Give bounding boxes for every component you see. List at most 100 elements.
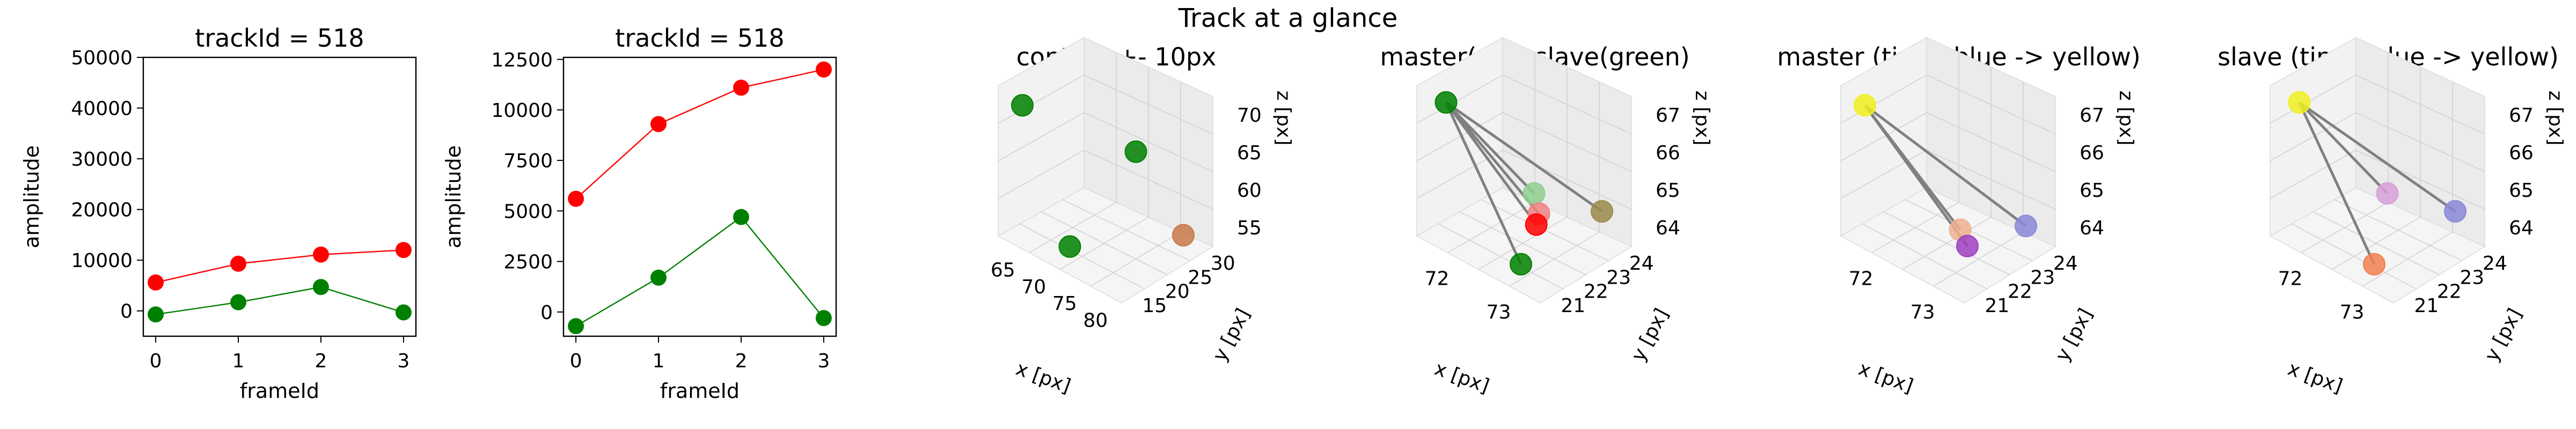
line-chart-2: trackId = 518 frameId amplitude 0 1 2 3 0 2500 50… — [442, 24, 837, 403]
x-tick-label: 70 — [1021, 276, 1046, 298]
track-line — [1445, 101, 1603, 213]
z-tick-label: 67 — [1656, 105, 1680, 127]
x-tick-label: 65 — [991, 260, 1015, 282]
y-tick-label: 24 — [1629, 253, 1654, 275]
grid-line — [1091, 231, 1181, 287]
grid-line — [1416, 112, 1503, 161]
x-tick-label: 1 — [653, 350, 665, 372]
x-axis-label: x [px] — [2285, 358, 2346, 397]
y-tick-label: 22 — [2008, 281, 2032, 303]
data-point — [650, 116, 667, 132]
grid-line — [998, 75, 1085, 124]
data-point — [2376, 182, 2399, 205]
grid-line — [1502, 112, 1632, 172]
y-tick-label: 20000 — [71, 199, 133, 221]
data-point — [312, 279, 329, 295]
series-line-1 — [155, 249, 404, 283]
data-point — [650, 269, 667, 286]
y-tick-label: 0 — [540, 302, 553, 324]
y-tick-label: 23 — [1606, 267, 1631, 289]
line-chart-1: trackId = 518 frameId amplitude 0 1 2 3 0 10000 2… — [20, 24, 417, 403]
chart-title: trackId = 518 — [195, 24, 364, 53]
data-point — [395, 242, 412, 258]
data-point — [2288, 91, 2311, 114]
data-point — [1854, 94, 1876, 117]
grid-line — [2270, 112, 2357, 161]
y-axis-label: amplitude — [20, 145, 43, 248]
z-tick-label: 70 — [1237, 105, 1262, 127]
y-tick-label: 5000 — [503, 201, 553, 223]
floor-pane — [1840, 187, 2057, 304]
y-tick-label: 21 — [1985, 295, 2009, 317]
data-point — [1525, 213, 1548, 236]
grid-line — [1840, 75, 1927, 124]
floor-pane — [997, 187, 1214, 304]
series-line-2 — [155, 286, 404, 315]
z-tick-label: 65 — [1656, 180, 1680, 202]
plot-area — [142, 56, 417, 337]
x-tick-label: 3 — [397, 350, 409, 372]
data-point — [1523, 182, 1546, 205]
data-point — [1172, 224, 1195, 247]
data-point — [815, 61, 832, 78]
x-tick-label: 72 — [1425, 268, 1450, 290]
data-point — [2015, 214, 2037, 238]
grid-line — [998, 112, 1085, 161]
y-tick-label: 22 — [1584, 281, 1608, 303]
x-tick-label: 72 — [2278, 268, 2303, 290]
grid-line — [2355, 75, 2485, 135]
grid-line — [2270, 75, 2357, 124]
data-point — [815, 310, 832, 327]
grid-line — [1926, 112, 2056, 172]
x-tick-label: 2 — [735, 350, 748, 372]
x-axis-label: frameId — [660, 379, 740, 403]
y-tick-label: 7500 — [503, 150, 553, 172]
x-tick-label: 73 — [1487, 301, 1511, 323]
x-tick-label: 72 — [1849, 268, 1874, 290]
data-point — [1591, 200, 1613, 223]
grid-line — [2334, 199, 2462, 261]
track-line — [1445, 101, 1535, 195]
data-point — [312, 246, 329, 263]
y-tick-label: 20 — [1165, 281, 1190, 303]
x-axis-label: frameId — [240, 379, 319, 403]
z-tick-label: 65 — [2509, 180, 2534, 202]
scatter3d-slave: slave (time: blue -> yellow)x [px]y [px]… — [2218, 36, 2566, 397]
z-tick-label: 65 — [2080, 180, 2104, 202]
data-point — [148, 306, 164, 323]
data-point — [2362, 253, 2385, 276]
grid-line — [2270, 150, 2357, 199]
data-point — [1509, 253, 1532, 276]
figure-title: Track at a glance — [1178, 3, 1398, 33]
grid-line — [1840, 112, 1927, 161]
scatter3d-master: master (time: blue -> yellow)x [px]y [px… — [1777, 36, 2141, 397]
chart-title: trackId = 518 — [615, 24, 784, 53]
y-tick-label: 23 — [2030, 267, 2055, 289]
floor-pane — [1416, 187, 1633, 304]
grid-line — [1502, 75, 1632, 135]
z-tick-label: 64 — [1656, 217, 1680, 239]
y-tick-label: 22 — [2437, 281, 2462, 303]
y-tick-label: 0 — [120, 301, 133, 323]
data-point — [1058, 235, 1081, 258]
y-axis-label: y [px] — [2480, 305, 2526, 365]
data-point — [2444, 200, 2467, 223]
y-tick-label: 21 — [1561, 295, 1585, 317]
z-axis-label: z [px] — [1272, 91, 1294, 146]
y-tick-label: 21 — [2414, 295, 2439, 317]
grid-line — [1926, 75, 2056, 135]
y-tick-label: 24 — [2053, 253, 2078, 275]
track-line — [1445, 101, 1538, 226]
z-tick-label: 67 — [2080, 105, 2104, 127]
grid-line — [2362, 231, 2453, 287]
grid-line — [1084, 112, 1213, 172]
z-axis-label: z [px] — [2544, 91, 2566, 146]
data-point — [230, 294, 247, 310]
track-line — [1445, 101, 1523, 265]
x-tick-label: 0 — [150, 350, 162, 372]
y-axis-label: y [px] — [1627, 305, 1673, 365]
grid-line — [1084, 75, 1213, 135]
